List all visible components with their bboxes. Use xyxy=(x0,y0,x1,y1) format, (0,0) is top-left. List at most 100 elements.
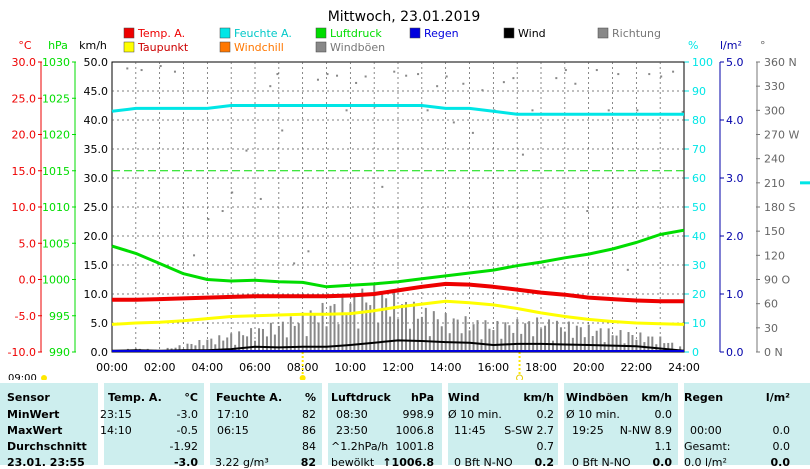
separator xyxy=(322,383,328,465)
temp-line xyxy=(112,281,684,304)
weather-chart: Mittwoch, 23.01.2019 Temp. A. Feuchte A. L… xyxy=(8,9,810,380)
wind-unit: km/h xyxy=(523,391,554,404)
direction-point xyxy=(193,254,196,257)
direction-tick-label: 0 N xyxy=(764,346,783,359)
direction-axis-unit: ° xyxy=(760,39,766,52)
humidity-max-value: 86 xyxy=(302,424,316,437)
legend-swatch xyxy=(315,27,327,39)
chart-series xyxy=(111,65,810,352)
pressure-tick-label: 1005 xyxy=(42,237,70,250)
rain-tick-label: 0.0 xyxy=(726,346,744,359)
row-label-min: MinWert xyxy=(7,408,60,421)
wind-axis-unit: km/h xyxy=(79,39,107,52)
x-tick-label: 10:00 xyxy=(334,361,366,374)
humidity-absolute: 3.22 g/m³ xyxy=(215,456,269,469)
rain-amount: 0.0 l/m² xyxy=(684,456,727,469)
direction-point xyxy=(269,85,272,88)
legend-label: Wind xyxy=(518,27,546,40)
humidity-tick-label: 60 xyxy=(692,172,706,185)
temp-tick-label: 0.0 xyxy=(19,274,37,287)
direction-point xyxy=(381,185,384,188)
direction-tick-label: 240 xyxy=(764,153,785,166)
direction-point xyxy=(393,70,396,73)
temp-tick-label: 25.0 xyxy=(12,92,37,105)
rain-tick-label: 5.0 xyxy=(726,56,744,69)
chart-legend: Temp. A. Feuchte A. Luftdruck Regen Wind Rich… xyxy=(123,27,661,54)
direction-tick-label: 120 xyxy=(764,249,785,262)
humidity-tick-label: 100 xyxy=(692,56,713,69)
row-label-avg: Durchschnitt xyxy=(7,440,87,453)
direction-tick-label: 210 xyxy=(764,177,785,190)
rain-column: Regen l/m² 00:00 0.0 Gesamt: 0.0 0.0 l/m… xyxy=(684,383,804,469)
x-tick-label: 24:00 xyxy=(668,361,700,374)
direction-point xyxy=(316,78,319,81)
pressure-tick-label: 1010 xyxy=(42,201,70,214)
direction-point xyxy=(607,109,610,112)
pressure-unit: hPa xyxy=(410,391,434,404)
direction-point xyxy=(436,85,439,88)
sun-icon xyxy=(41,375,47,380)
legend-label: Feuchte A. xyxy=(234,27,292,40)
legend-swatch xyxy=(123,41,135,53)
stats-panel: Sensor MinWert MaxWert Durchschnitt 23.0… xyxy=(0,383,810,469)
direction-tick-label: 60 xyxy=(764,298,778,311)
pressure-max-time: 23:50 xyxy=(336,424,368,437)
sensor-column: Sensor MinWert MaxWert Durchschnitt 23.0… xyxy=(0,383,98,469)
pressure-min-value: 998.9 xyxy=(402,408,435,421)
legend-label: Windböen xyxy=(330,41,385,54)
rain-tick-label: 2.0 xyxy=(726,230,744,243)
legend-label: Luftdruck xyxy=(330,27,382,40)
humidity-tick-label: 70 xyxy=(692,143,706,156)
temp-min-value: -3.0 xyxy=(176,408,198,421)
wind-tick-label: 10.0 xyxy=(84,288,109,301)
direction-point xyxy=(543,266,546,269)
direction-point xyxy=(555,77,558,80)
humidity-tick-label: 80 xyxy=(692,114,706,127)
direction-point xyxy=(259,197,262,200)
rain-max-value: 0.0 xyxy=(772,424,791,437)
x-tick-label: 18:00 xyxy=(525,361,557,374)
direction-point xyxy=(221,210,224,213)
wind-max-value: S-SW 2.7 xyxy=(504,424,554,437)
direction-point xyxy=(481,89,484,92)
pressure-tick-label: 990 xyxy=(49,346,70,359)
temp-max-time: 14:10 xyxy=(100,424,132,437)
direction-point xyxy=(648,73,651,76)
gust-beaufort: 0 Bft N-NO xyxy=(572,456,631,469)
legend-swatch xyxy=(315,41,327,53)
wind-avg-value: 0.7 xyxy=(536,440,555,453)
pressure-tick-label: 995 xyxy=(49,310,70,323)
x-tick-label: 00:00 xyxy=(96,361,128,374)
direction-point xyxy=(364,75,367,78)
humidity-tick-label: 20 xyxy=(692,288,706,301)
direction-tick-label: 360 N xyxy=(764,56,797,69)
rain-tick-label: 4.0 xyxy=(726,114,744,127)
row-label-current: 23.01. 23:55 xyxy=(7,456,85,469)
temp-tick-label: 10.0 xyxy=(12,201,37,214)
humidity-tick-label: 50 xyxy=(692,201,706,214)
temp-min-time: 23:15 xyxy=(100,408,132,421)
direction-point xyxy=(452,121,455,124)
legend-swatch xyxy=(219,27,231,39)
legend-swatch xyxy=(409,27,421,39)
direction-point xyxy=(126,67,129,70)
direction-point xyxy=(574,82,577,85)
pressure-tick-label: 1000 xyxy=(42,274,70,287)
chart-axes: 30.025.020.015.010.05.00.0-5.0-10.0°C103… xyxy=(8,39,799,380)
separator xyxy=(558,383,564,465)
direction-tick-label: 270 W xyxy=(764,129,799,142)
wind-tick-label: 0.0 xyxy=(91,346,109,359)
pressure-trend: ^1.2hPa/h xyxy=(331,440,389,453)
humidity-tick-label: 90 xyxy=(692,85,706,98)
direction-point xyxy=(586,210,589,213)
direction-point xyxy=(245,149,248,152)
direction-tick-label: 150 xyxy=(764,225,785,238)
temp-tick-label: -5.0 xyxy=(15,310,36,323)
temp-tick-label: 30.0 xyxy=(12,56,37,69)
humidity-tick-label: 10 xyxy=(692,317,706,330)
humidity-tick-label: 40 xyxy=(692,230,706,243)
temp-tick-label: 20.0 xyxy=(12,129,37,142)
temp-column: Temp. A. °C 23:15 -3.0 14:10 -0.5 -1.92 … xyxy=(100,383,204,469)
wind-beaufort: 0 Bft N-NO xyxy=(454,456,513,469)
pressure-header: Luftdruck xyxy=(331,391,391,404)
